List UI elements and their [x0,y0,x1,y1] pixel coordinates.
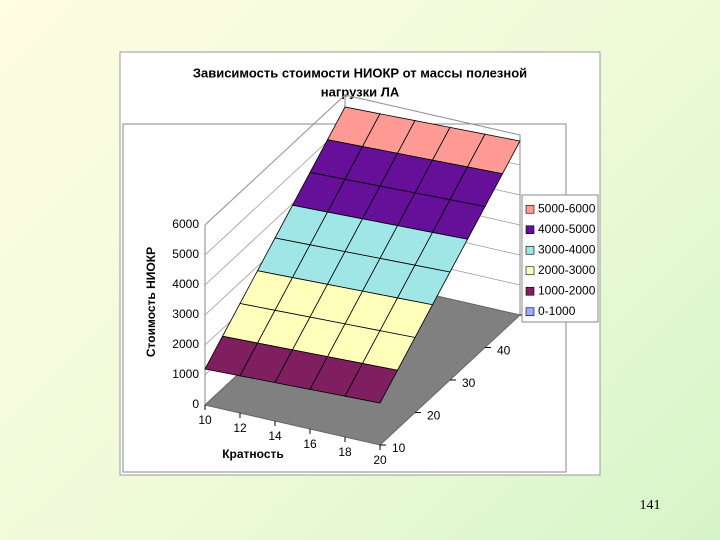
legend-swatch [525,245,535,255]
z-tick-label: 1000 [172,367,199,381]
x-tick-label: 12 [233,421,247,435]
chart-title: Зависимость стоимости НИОКР от массы пол… [193,65,527,80]
y-axis-title: Стоимость НИОКР [144,247,158,357]
legend-swatch [525,266,535,276]
legend-label: 1000-2000 [538,283,596,297]
x-tick-label: 10 [198,413,212,427]
legend-swatch [525,307,535,317]
z-tick-label: 6000 [172,217,199,231]
legend-label: 4000-5000 [538,222,596,236]
depth-tick-label: 20 [427,409,441,423]
chart-title: нагрузки ЛА [321,84,400,99]
depth-tick-label: 30 [462,376,476,390]
legend-swatch [525,204,535,214]
z-tick-label: 4000 [172,277,199,291]
legend-swatch [525,286,535,296]
legend-swatch [525,225,535,235]
page-number: 141 [640,498,661,513]
z-tick-label: 5000 [172,247,199,261]
z-tick-label: 2000 [172,337,199,351]
depth-tick-label: 40 [497,344,511,358]
x-tick-label: 20 [373,453,387,467]
x-tick-label: 16 [303,437,317,451]
x-axis-title: Кратность [222,447,284,461]
legend-label: 3000-4000 [538,242,596,256]
legend-box [521,194,599,323]
x-tick-label: 14 [268,429,282,443]
x-tick-label: 18 [338,445,352,459]
z-tick-label: 3000 [172,307,199,321]
legend-label: 0-1000 [538,304,576,318]
surface-cell [344,363,399,404]
depth-tick-label: 10 [392,441,406,455]
z-tick-label: 0 [192,397,199,411]
legend-label: 5000-6000 [538,201,596,215]
legend-label: 2000-3000 [538,263,596,277]
grid-line [204,94,521,226]
